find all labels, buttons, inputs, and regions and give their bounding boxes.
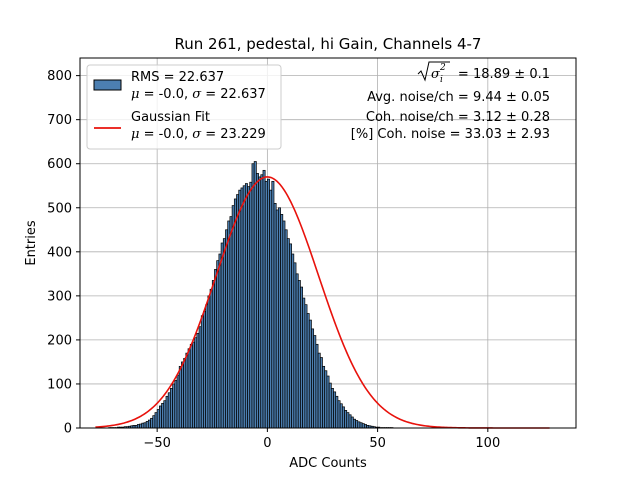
x-tick-label: 100 [475, 436, 500, 451]
legend-rms-mid: = -0.0, [139, 87, 192, 102]
stat-line1-value: = 18.89 ± 0.1 [458, 67, 550, 82]
y-tick-label: 700 [47, 113, 72, 128]
legend: RMS = 22.637 μ = -0.0, σ = 22.637 Gaussi… [86, 64, 282, 150]
stat-avg-noise: Avg. noise/ch = 9.44 ± 0.05 [367, 90, 550, 105]
stat-sigma-symbol: σ [431, 67, 441, 82]
y-tick-label: 300 [47, 289, 72, 304]
legend-rms-line2: μ = -0.0, σ = 22.637 [131, 87, 266, 102]
legend-fit-sigma: σ [192, 127, 202, 142]
legend-rms-tail: = 22.637 [201, 87, 266, 102]
stat-sigma-superscript: 2 [439, 63, 446, 73]
y-tick-label: 600 [47, 157, 72, 172]
stat-coh-noise: Coh. noise/ch = 3.12 ± 0.28 [366, 110, 550, 125]
legend-box [86, 64, 282, 150]
y-tick-label: 400 [47, 245, 72, 260]
y-tick-label: 100 [47, 377, 72, 392]
legend-fit-line2: μ = -0.0, σ = 23.229 [131, 127, 266, 142]
legend-rms-mu: μ [131, 87, 139, 102]
noise-statistics: σ 2 i = 18.89 ± 0.1 Avg. noise/ch = 9.44… [351, 61, 550, 142]
y-tick-label: 800 [47, 69, 72, 84]
y-axis-label: Entries [24, 220, 39, 266]
legend-fit-mu: μ [131, 127, 139, 142]
legend-fit-line1: Gaussian Fit [131, 110, 210, 125]
sqrt-symbol-icon [417, 61, 450, 82]
x-tick-label: 50 [369, 436, 386, 451]
legend-rms-sigma: σ [192, 87, 202, 102]
legend-fit-tail: = 23.229 [201, 127, 266, 142]
chart-title: Run 261, pedestal, hi Gain, Channels 4-7 [175, 35, 482, 53]
stat-coh-noise-percent: [%] Coh. noise = 33.03 ± 2.93 [351, 127, 550, 142]
plot-frame [79, 57, 577, 429]
x-axis-label: ADC Counts [289, 456, 367, 471]
stat-sigma-subscript: i [440, 75, 443, 85]
legend-rms-swatch [93, 79, 122, 91]
stat-sqrt-sigma: σ 2 i = 18.89 ± 0.1 [417, 61, 550, 85]
y-tick-label: 0 [64, 422, 72, 437]
histogram-bars [108, 161, 394, 429]
axis-ticks: −50 0 50 100 0 100 200 300 400 500 600 700 800 [47, 69, 500, 451]
legend-fit-mid: = -0.0, [139, 127, 192, 142]
x-tick-label: −50 [143, 436, 170, 451]
x-tick-label: 0 [263, 436, 271, 451]
y-tick-label: 500 [47, 201, 72, 216]
legend-rms-line1: RMS = 22.637 [131, 70, 224, 85]
y-tick-label: 200 [47, 333, 72, 348]
